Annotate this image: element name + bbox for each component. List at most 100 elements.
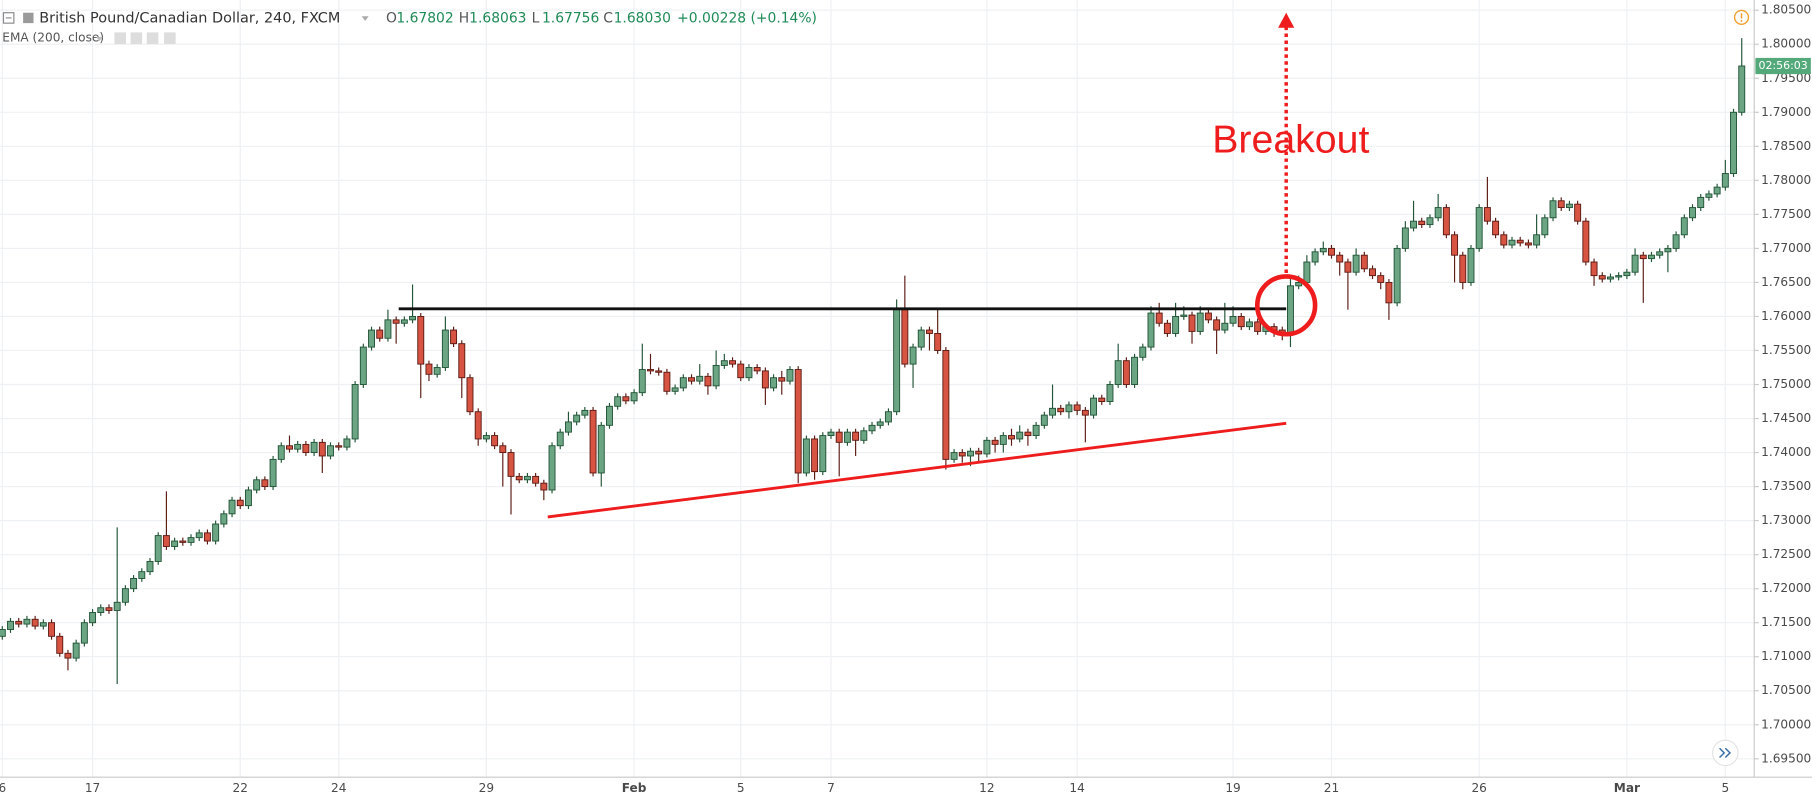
candle-body bbox=[1730, 111, 1738, 175]
candle-body bbox=[1721, 173, 1729, 188]
candle-body bbox=[244, 489, 252, 507]
candle-body bbox=[1180, 314, 1188, 317]
ohlc-value: 1.68063 bbox=[469, 11, 526, 27]
candle-body bbox=[917, 329, 925, 348]
price-axis-panel bbox=[1754, 0, 1812, 798]
candle-body bbox=[679, 377, 687, 389]
candle-body bbox=[770, 377, 778, 389]
candle-body bbox=[729, 360, 737, 365]
candle-body bbox=[450, 329, 458, 345]
candle-body bbox=[253, 479, 261, 491]
ohlc-value: 1.67802 bbox=[396, 11, 453, 27]
candle-body bbox=[1697, 196, 1705, 209]
candle-body bbox=[1147, 312, 1155, 348]
candle-body bbox=[1410, 220, 1418, 229]
candle-body bbox=[884, 411, 892, 423]
candle-body bbox=[1483, 207, 1491, 222]
candle-body bbox=[162, 535, 170, 547]
candle-body bbox=[1680, 217, 1688, 236]
dropdown[interactable] bbox=[361, 16, 369, 21]
y-tick-label: 1.79000 bbox=[1761, 105, 1811, 119]
candle-body bbox=[1738, 65, 1746, 113]
candle-body bbox=[967, 450, 974, 457]
candle-body bbox=[458, 343, 466, 379]
candle-body bbox=[1672, 234, 1680, 249]
indicator-icon[interactable] bbox=[114, 32, 126, 44]
indicator-dropdown[interactable] bbox=[95, 37, 103, 42]
candle-body bbox=[1221, 322, 1229, 331]
candle-body bbox=[1303, 261, 1311, 283]
candle-body bbox=[1369, 268, 1376, 277]
candle-body bbox=[1065, 404, 1073, 413]
ohlc-label: H bbox=[459, 11, 469, 27]
y-tick-label: 1.69500 bbox=[1761, 751, 1811, 765]
x-tick-label: 24 bbox=[331, 781, 347, 795]
change: +0.00228 (+0.14%) bbox=[677, 11, 817, 27]
candle-body bbox=[1418, 220, 1426, 226]
candle-body bbox=[441, 329, 449, 368]
candle-body bbox=[696, 375, 704, 382]
x-tick-label: 14 bbox=[1069, 781, 1085, 795]
candle-body bbox=[556, 431, 564, 447]
candle-body bbox=[1713, 186, 1721, 195]
candle-body bbox=[409, 315, 417, 321]
symbol-title: British Pound/Canadian Dollar, 240, FXCM bbox=[39, 11, 340, 27]
candle-body bbox=[302, 443, 310, 454]
candle-body bbox=[482, 435, 490, 440]
candle-body bbox=[1574, 203, 1582, 222]
candle-body bbox=[655, 370, 663, 373]
collapse-icon[interactable] bbox=[2, 12, 15, 24]
candle-body bbox=[400, 319, 408, 324]
arrow-head bbox=[1278, 12, 1295, 28]
indicator-icon[interactable] bbox=[164, 32, 176, 44]
candle-body bbox=[1705, 193, 1713, 198]
candle-body bbox=[1451, 234, 1459, 256]
candle-body bbox=[113, 601, 121, 611]
x-tick-label: 5 bbox=[1721, 781, 1729, 795]
candle-body bbox=[491, 435, 499, 447]
candle-body bbox=[343, 438, 351, 448]
candle-body bbox=[589, 409, 597, 474]
ohlc-label: C bbox=[603, 11, 613, 27]
candle-body bbox=[474, 411, 482, 440]
candle-body bbox=[1385, 281, 1393, 304]
candle-body bbox=[532, 475, 540, 484]
candle-body bbox=[80, 622, 88, 644]
candle-body bbox=[638, 369, 646, 394]
candle-body bbox=[1516, 239, 1524, 244]
candle-body bbox=[1098, 397, 1106, 402]
candle-body bbox=[1287, 285, 1294, 334]
candle-body bbox=[236, 499, 244, 507]
candle-body bbox=[1237, 315, 1245, 328]
x-tick-label: Mar bbox=[1614, 781, 1640, 795]
candle-body bbox=[1122, 360, 1130, 385]
candle-body bbox=[753, 367, 761, 372]
y-tick-label: 1.72500 bbox=[1761, 547, 1811, 561]
candle-body bbox=[15, 620, 23, 625]
y-tick-label: 1.70000 bbox=[1761, 717, 1811, 731]
x-tick-label: 21 bbox=[1324, 781, 1339, 795]
candle-body bbox=[1155, 312, 1163, 324]
scroll-button[interactable] bbox=[1712, 739, 1739, 767]
candle-body bbox=[573, 414, 581, 423]
symbol-icon bbox=[23, 12, 34, 24]
candle-body bbox=[564, 421, 572, 433]
candle-body bbox=[1549, 200, 1557, 219]
candle-body bbox=[39, 622, 47, 627]
alert-icon[interactable] bbox=[1733, 9, 1750, 25]
candle-body bbox=[1024, 431, 1032, 437]
ohlc-label: L bbox=[532, 11, 540, 27]
indicator-icon[interactable] bbox=[130, 32, 143, 44]
candle-body bbox=[1590, 261, 1598, 277]
candle-body bbox=[622, 396, 630, 402]
x-tick-label: 17 bbox=[85, 781, 100, 795]
candle-body bbox=[1656, 251, 1664, 256]
y-tick-label: 1.78000 bbox=[1761, 173, 1811, 187]
indicator-icon[interactable] bbox=[146, 32, 159, 44]
candle-body bbox=[1081, 409, 1089, 416]
y-tick-label: 1.75500 bbox=[1761, 343, 1811, 357]
candle-body bbox=[901, 309, 909, 365]
candle-body bbox=[195, 532, 203, 539]
candle-body bbox=[171, 540, 179, 547]
candle-body bbox=[704, 375, 712, 387]
